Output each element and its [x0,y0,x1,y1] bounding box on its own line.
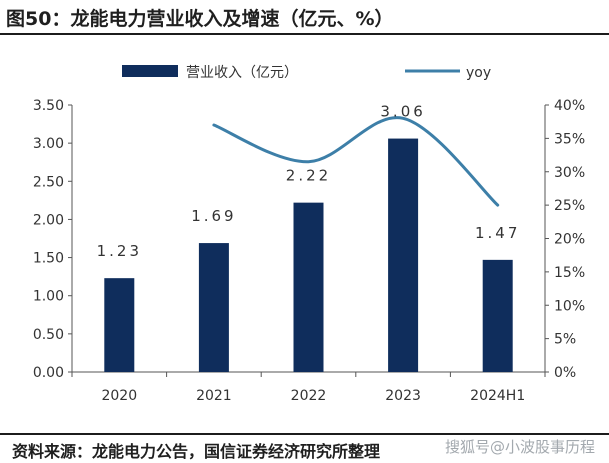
y-right-tick-label: 25% [554,198,585,214]
bar-revenue [293,202,324,372]
y-left-tick-label: 2.50 [33,174,64,190]
y-right-tick-label: 10% [554,298,585,314]
y-left-tick-label: 1.00 [33,289,64,305]
legend-swatch-revenue [122,65,178,77]
yoy-line [212,116,500,207]
source-note: 资料来源：龙能电力公告，国信证券经济研究所整理 [12,442,381,461]
chart-title: 图50：龙能电力营业收入及增速（亿元、%） [6,8,394,30]
bar-data-label: 1.69 [191,207,236,225]
y-right-tick-label: 35% [554,131,585,147]
watermark-text: 搜狐号@小波股事历程 [444,438,595,456]
bar-revenue [388,138,419,372]
bar-data-label: 3.06 [380,103,425,121]
bar-revenue [482,259,513,372]
y-right-tick-label: 0% [554,365,576,381]
data-labels-group: 1.23 1.69 2.22 3.06 1.47 [97,103,520,261]
y-left-tick-label: 0.00 [33,365,64,381]
y-right-tick-label: 30% [554,165,585,181]
y-right-tick-label: 5% [554,332,576,348]
x-tick-label: 2024H1 [470,388,525,404]
y-left-tick-label: 3.50 [33,98,64,114]
y-right-tick-label: 20% [554,232,585,248]
y-left-tick-label: 0.50 [33,327,64,343]
bar-data-label: 1.47 [475,224,520,242]
bar-data-label: 2.22 [286,167,331,185]
y-right-tick-label: 15% [554,265,585,281]
legend-label-yoy: yoy [466,65,491,81]
axes-group: 0.00 0.50 1.00 1.50 2.00 2.50 3.00 3.50 0% 5% 10% 1… [33,98,585,404]
y-left-tick-label: 1.50 [33,251,64,267]
line-group [212,116,500,207]
legend: 营业收入（亿元） yoy [122,65,491,81]
bar-data-label: 1.23 [97,242,142,260]
legend-label-revenue: 营业收入（亿元） [186,65,298,81]
x-tick-label: 2023 [385,388,421,404]
bar-revenue [104,278,135,372]
x-tick-label: 2020 [101,388,137,404]
x-tick-label: 2021 [196,388,232,404]
footer-divider [0,433,609,435]
bar-revenue [198,243,229,372]
y-right-tick-label: 40% [554,98,585,114]
title-divider [0,33,609,35]
y-left-tick-label: 3.00 [33,136,64,152]
x-tick-label: 2022 [291,388,327,404]
y-left-tick-label: 2.00 [33,212,64,228]
bars-group [104,138,513,372]
